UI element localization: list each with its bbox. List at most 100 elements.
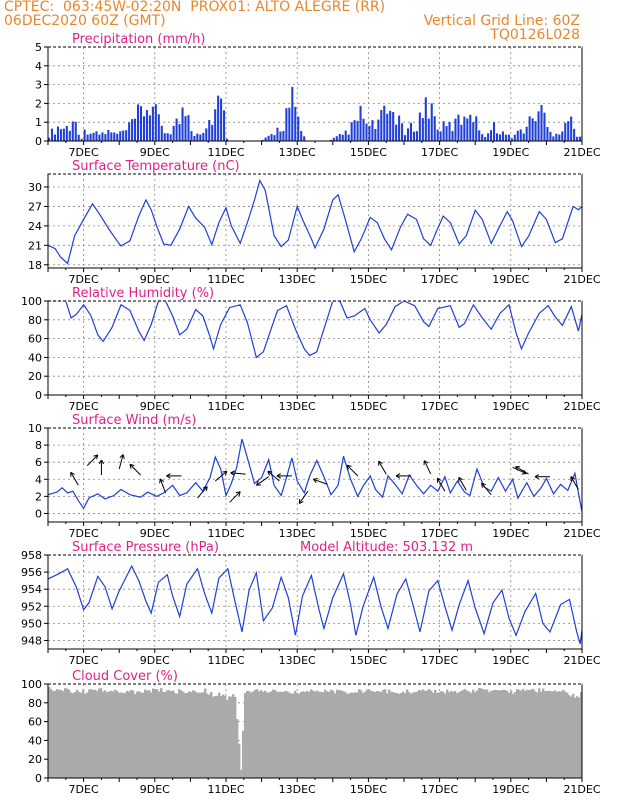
cloud-bar (562, 689, 565, 778)
wind-arrow-head (424, 460, 429, 464)
precip-bar (564, 122, 567, 141)
wind-xtick-label: 17DEC (421, 527, 458, 540)
cloud-bar (398, 693, 401, 778)
precip-bar (389, 110, 392, 141)
precip-bar (154, 104, 157, 141)
precip-bar (178, 124, 181, 141)
wind-arrow-head (166, 475, 171, 479)
precip-bar (125, 130, 128, 141)
cloud-bar (368, 689, 371, 778)
wind-arrow-head (119, 454, 124, 459)
cloud-cover-xtick-label: 21DEC (563, 783, 600, 796)
cloud-bar (504, 689, 507, 778)
humidity-xtick-label: 17DEC (421, 400, 458, 413)
precip-bar (430, 103, 433, 141)
cloud-bar (94, 689, 97, 778)
wind-arrow-head (230, 470, 235, 474)
temperature-xtick-label: 9DEC (140, 273, 170, 286)
cloud-cover-ytick-label: 0 (35, 772, 42, 785)
cloud-bar (128, 691, 131, 778)
wind-arrow-shaft (86, 454, 99, 466)
cloud-bar (122, 693, 125, 778)
precip-bar (540, 104, 543, 141)
cloud-bar (356, 692, 359, 778)
cloud-bar (362, 692, 365, 778)
precip-bar (196, 133, 199, 141)
cloud-bar (230, 696, 233, 778)
wind-ytick-label: 4 (35, 473, 42, 486)
precip-bar (359, 105, 362, 141)
cloud-bar (64, 688, 67, 778)
precip-bar (404, 135, 407, 141)
wind-arrow-head (70, 471, 75, 475)
wind-arrow-head (458, 476, 463, 481)
wind-ytick-label: 2 (35, 490, 42, 503)
cloud-bar (104, 690, 107, 778)
precip-bar (421, 117, 424, 141)
cloud-cover-title: Cloud Cover (%) (72, 669, 178, 684)
precip-bar (151, 106, 154, 141)
precip-bar (552, 136, 555, 141)
cloud-bar (302, 691, 305, 778)
cloud-bar (198, 692, 201, 778)
precipitation-ytick-label: 5 (35, 41, 42, 54)
precip-bar (579, 136, 582, 141)
cloud-bar (518, 689, 521, 778)
cloud-bar (454, 691, 457, 778)
precip-bar (418, 112, 421, 141)
cloud-bar (196, 692, 199, 778)
cloud-bar (106, 692, 109, 778)
cloud-bar (308, 692, 311, 778)
cloud-bar (282, 692, 285, 778)
cloud-bar (332, 690, 335, 778)
precip-bar (341, 134, 344, 141)
cloud-bar (554, 690, 557, 778)
cloud-bar (236, 719, 239, 778)
precip-bar (398, 115, 401, 141)
temperature-ytick-label: 30 (28, 181, 42, 194)
cloud-bar (470, 692, 473, 778)
cloud-bar (426, 690, 429, 778)
wind-arrow-shaft (378, 460, 387, 475)
cloud-bar (390, 691, 393, 778)
precip-bar (92, 132, 95, 141)
cloud-bar (200, 692, 203, 778)
precip-bar (392, 112, 395, 141)
precip-bar (356, 120, 359, 141)
precip-bar (48, 137, 51, 141)
cloud-bar (156, 689, 159, 778)
precipitation-xtick-label: 19DEC (492, 146, 529, 159)
cloud-cover-ytick-label: 100 (21, 678, 42, 691)
precip-bar (531, 118, 534, 141)
cloud-bar (310, 689, 313, 778)
wind-arrow-head (96, 454, 99, 460)
cloud-cover-xtick-label: 9DEC (140, 783, 170, 796)
pressure-ytick-label: 958 (21, 549, 42, 562)
cloud-bar (314, 691, 317, 778)
precipitation-xtick-label: 21DEC (563, 146, 600, 159)
precip-bar (205, 128, 208, 141)
precip-bar (469, 114, 472, 141)
wind-arrow-head (276, 475, 282, 479)
cloud-bar (480, 688, 483, 778)
cloud-bar (134, 694, 137, 778)
precip-bar (561, 131, 564, 141)
precip-bar (208, 120, 211, 141)
cloud-bar (372, 691, 375, 778)
precip-bar (504, 134, 507, 141)
precip-bar (472, 122, 475, 141)
cloud-bar (394, 692, 397, 778)
cloud-cover-xtick-label: 19DEC (492, 783, 529, 796)
cloud-bar (496, 690, 499, 778)
wind-arrow-head (238, 491, 241, 497)
pressure-xtick-label: 7DEC (69, 654, 99, 667)
wind-xtick-label: 11DEC (207, 527, 244, 540)
cloud-bar (484, 689, 487, 778)
wind-arrow-head (534, 476, 540, 480)
cloud-bar (382, 689, 385, 778)
cloud-bar (406, 689, 409, 778)
cloud-bar (110, 690, 113, 778)
cloud-bar (144, 689, 147, 778)
wind-arrow-shaft (570, 476, 579, 490)
cloud-bar (488, 692, 491, 778)
